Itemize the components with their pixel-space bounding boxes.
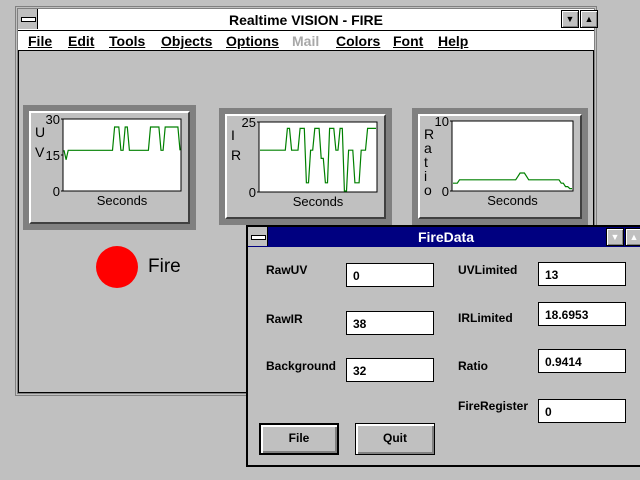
y-axis-label: i bbox=[424, 168, 427, 184]
quit-button[interactable]: Quit bbox=[355, 423, 435, 455]
series-line bbox=[260, 127, 376, 192]
y-axis-label: U bbox=[35, 124, 45, 140]
series-line bbox=[453, 172, 572, 190]
title-bar[interactable]: Realtime VISION - FIRE ▼ ▲ bbox=[18, 9, 598, 31]
plot-area bbox=[258, 121, 378, 193]
maximize-button[interactable]: ▲ bbox=[580, 10, 598, 28]
y-tick-label: 30 bbox=[46, 112, 60, 127]
fire-label: Fire bbox=[148, 256, 181, 277]
minimize-button[interactable]: ▼ bbox=[561, 10, 579, 28]
ratio-label: Ratio bbox=[458, 359, 488, 373]
menu-mail: Mail bbox=[292, 33, 320, 49]
y-tick-label: 25 bbox=[242, 115, 256, 130]
irlimited-label: IRLimited bbox=[458, 311, 513, 325]
x-axis-label: Seconds bbox=[293, 194, 344, 209]
menu-colors[interactable]: Colors bbox=[336, 33, 381, 49]
uvlimited-field[interactable]: 13 bbox=[538, 262, 626, 286]
ratio-chart: 10 0 Ratio Seconds bbox=[424, 114, 574, 208]
menu-edit[interactable]: Edit bbox=[68, 33, 95, 49]
menu-file[interactable]: File bbox=[28, 33, 53, 49]
menu-bar: File Edit Tools Objects Options Mail Col… bbox=[18, 31, 594, 51]
rawuv-field[interactable]: 0 bbox=[346, 263, 434, 287]
dialog-title: FireData bbox=[417, 229, 475, 245]
series-line bbox=[63, 126, 181, 160]
plot-area bbox=[62, 118, 182, 192]
rawir-field[interactable]: 38 bbox=[346, 311, 434, 335]
menu-font[interactable]: Font bbox=[393, 33, 424, 49]
ratio-field[interactable]: 0.9414 bbox=[538, 349, 626, 373]
file-button[interactable]: File bbox=[259, 423, 339, 455]
ir-chart: 25 0 IR Seconds bbox=[231, 115, 378, 209]
y-axis-label: o bbox=[424, 182, 432, 198]
y-axis-label: R bbox=[424, 126, 434, 142]
fireregister-field[interactable]: 0 bbox=[538, 399, 626, 423]
x-axis-label: Seconds bbox=[487, 193, 538, 208]
y-tick-label: 0 bbox=[249, 185, 256, 200]
uv-chart-panel: 30 15 0 U V Seconds bbox=[23, 105, 196, 230]
x-axis-label: Seconds bbox=[97, 193, 148, 208]
background-label: Background bbox=[266, 359, 337, 373]
rawir-label: RawIR bbox=[266, 312, 303, 326]
y-tick-label: 10 bbox=[435, 114, 449, 129]
dialog-title-bar[interactable]: FireData ▼ ▲ bbox=[248, 227, 640, 247]
irlimited-field[interactable]: 18.6953 bbox=[538, 302, 626, 326]
y-axis-label: I bbox=[231, 127, 235, 143]
ir-chart-panel: 25 0 I R Seconds bbox=[219, 108, 392, 225]
menu-objects[interactable]: Objects bbox=[161, 33, 213, 49]
dialog-system-menu-icon[interactable] bbox=[248, 227, 268, 246]
background-field[interactable]: 32 bbox=[346, 358, 434, 382]
y-tick-label: 0 bbox=[442, 184, 449, 199]
y-tick-label: 15 bbox=[46, 148, 60, 163]
fireregister-label: FireRegister bbox=[458, 399, 529, 413]
fire-indicator-light bbox=[96, 246, 138, 288]
plot-area bbox=[451, 120, 574, 192]
uv-chart: 30 15 0 UV Seconds bbox=[35, 112, 182, 208]
window-title: Realtime VISION - FIRE bbox=[228, 12, 384, 28]
y-axis-label: V bbox=[35, 144, 45, 160]
uvlimited-label: UVLimited bbox=[458, 263, 518, 277]
menu-options[interactable]: Options bbox=[226, 33, 279, 49]
firedata-dialog: FireData ▼ ▲ RawUV 0 RawIR 38 Background… bbox=[246, 225, 640, 467]
dialog-maximize-button[interactable]: ▲ bbox=[625, 228, 640, 246]
menu-tools[interactable]: Tools bbox=[109, 33, 146, 49]
y-tick-label: 0 bbox=[53, 184, 60, 199]
system-menu-icon[interactable] bbox=[18, 9, 38, 29]
rawuv-label: RawUV bbox=[266, 263, 308, 277]
menu-help[interactable]: Help bbox=[438, 33, 469, 49]
y-axis-label: t bbox=[424, 154, 428, 170]
y-axis-label: R bbox=[231, 147, 241, 163]
y-axis-label: a bbox=[424, 140, 432, 156]
dialog-minimize-button[interactable]: ▼ bbox=[606, 228, 624, 246]
